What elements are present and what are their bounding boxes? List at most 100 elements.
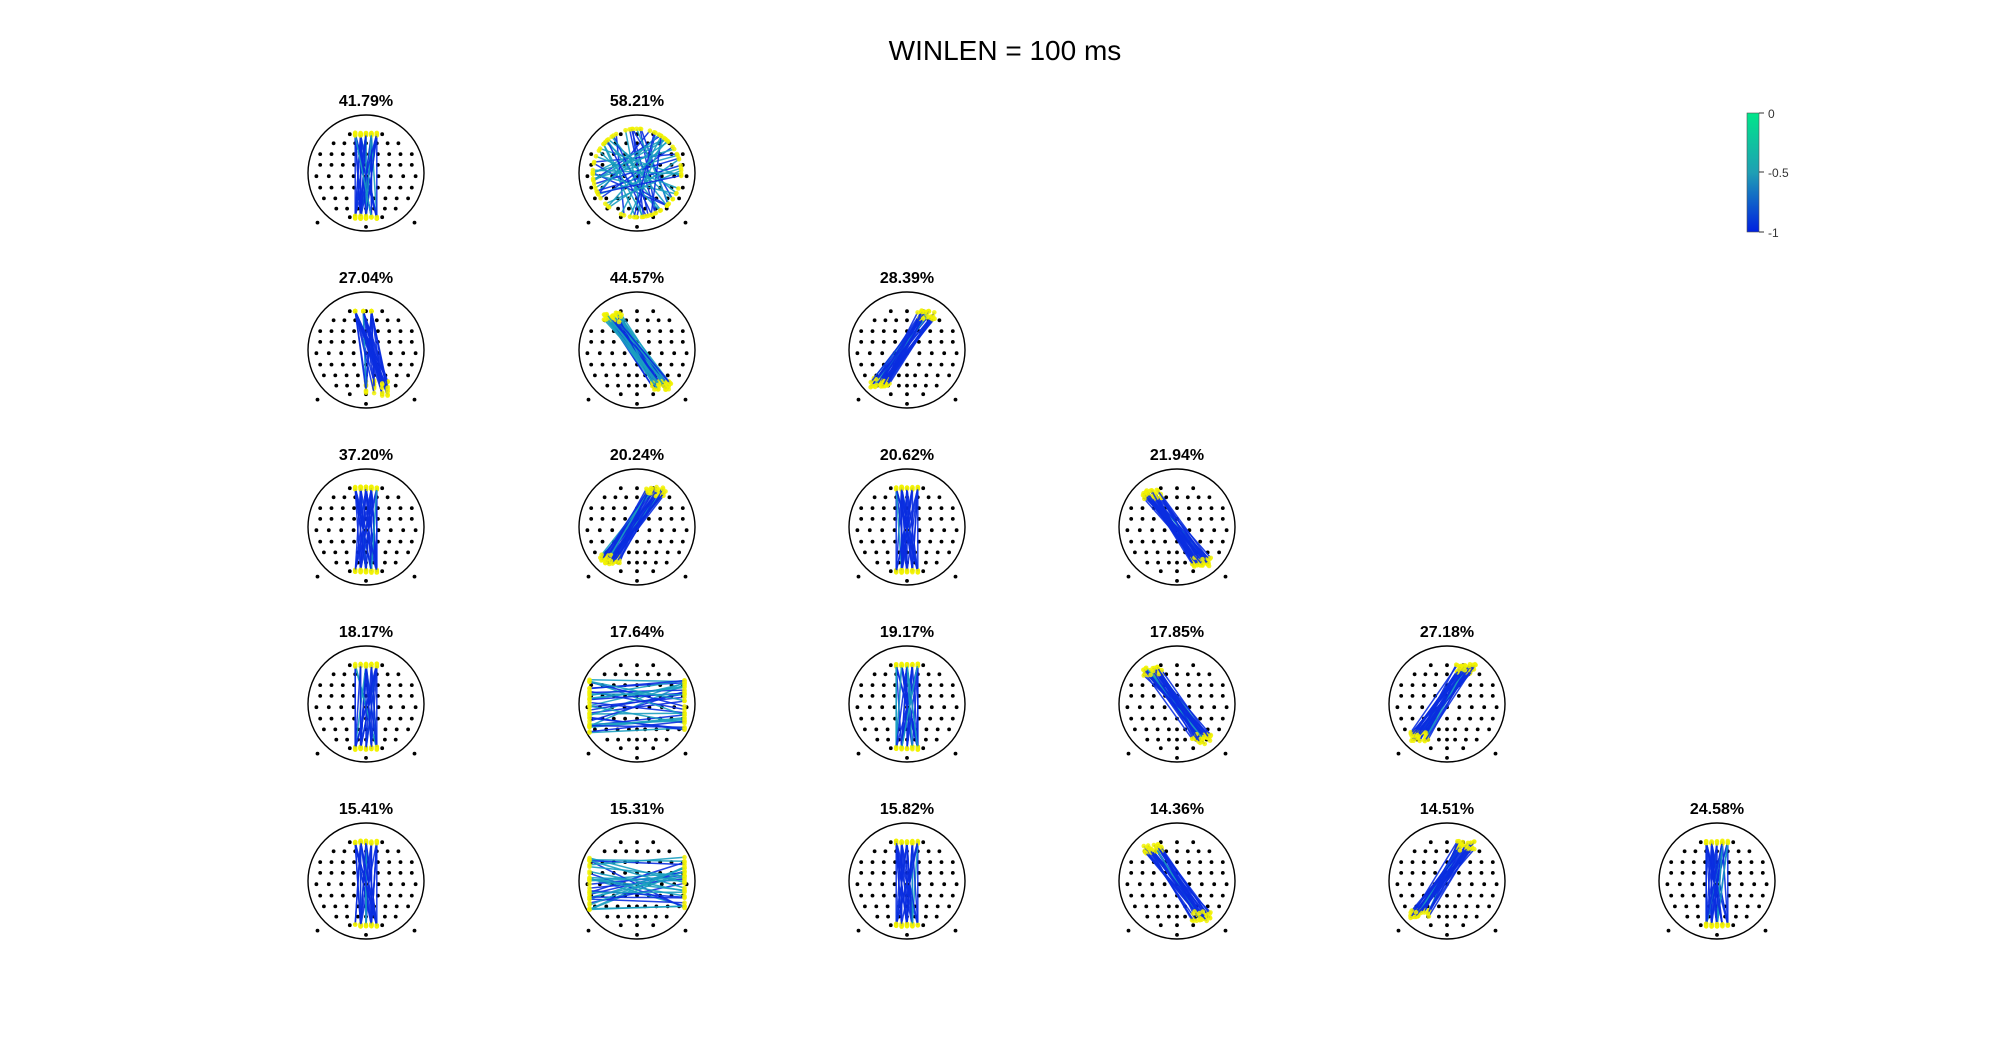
active-node: [648, 212, 654, 218]
active-node: [618, 211, 624, 217]
connectivity-panel: 37.20%: [307, 447, 425, 586]
electrode-dot: [1669, 860, 1674, 864]
electrode-dot: [387, 506, 392, 510]
connection-line: [589, 876, 685, 882]
active-node: [1409, 733, 1414, 738]
electrode-dot: [331, 672, 336, 677]
electrode-dot: [342, 849, 347, 854]
electrode-dot: [897, 383, 901, 388]
electrode-dot: [394, 550, 399, 555]
active-node: [670, 196, 676, 202]
active-node: [645, 490, 651, 496]
panel-title: 41.79%: [339, 93, 393, 110]
panel-title: 15.31%: [610, 801, 664, 818]
electrode-dot: [1407, 882, 1412, 887]
active-node: [657, 382, 662, 387]
panel-title: 24.58%: [1690, 801, 1744, 818]
electrode-dot: [380, 132, 385, 137]
electrode-dot: [875, 737, 880, 742]
head-outline: [307, 822, 425, 940]
active-node: [682, 903, 687, 909]
electrode-dot: [937, 495, 942, 500]
electrode-dot: [1133, 904, 1137, 909]
electrode-dot: [347, 746, 352, 751]
electrode-dot: [935, 727, 940, 732]
electrode-dot: [1684, 904, 1689, 909]
connection-line: [1705, 843, 1713, 926]
electrode-dot: [1487, 904, 1491, 909]
connection-line: [1716, 842, 1729, 927]
connection-line: [589, 679, 685, 697]
colorbar: 0 -0.5 -1: [1746, 107, 1789, 240]
active-node: [1207, 556, 1212, 562]
electrode-dot: [669, 506, 674, 510]
electrode-dot: [352, 506, 356, 510]
active-node: [587, 691, 592, 697]
active-node: [664, 203, 670, 208]
connection-line: [370, 487, 378, 572]
connection-line: [602, 143, 644, 218]
electrode-dot: [1445, 672, 1449, 677]
electrode-dot: [1420, 705, 1425, 710]
electrode-dot: [672, 528, 677, 533]
active-node: [623, 128, 628, 133]
head-outline: [1118, 645, 1236, 763]
active-node: [1155, 664, 1160, 670]
electrode-dot: [1140, 506, 1145, 510]
electrode-dot: [1479, 694, 1484, 698]
electrode-dot: [1209, 893, 1214, 898]
electrode-dot: [859, 716, 864, 721]
electrode-dot: [340, 340, 345, 344]
electrode-dot: [647, 329, 651, 333]
electrode-dot: [683, 751, 688, 756]
active-node: [1415, 732, 1420, 738]
active-node: [1703, 840, 1709, 846]
electrode-dot: [651, 663, 656, 668]
electrode-dot: [1479, 893, 1484, 898]
electrode-dot: [1220, 517, 1225, 521]
connection-line: [900, 841, 908, 924]
active-node: [899, 923, 904, 929]
connection-line: [589, 686, 685, 699]
electrode-dot: [635, 318, 639, 323]
connection-line: [365, 665, 378, 750]
connection-line: [354, 134, 362, 216]
electrode-dot: [387, 163, 392, 167]
electrode-dot: [1175, 672, 1179, 677]
electrode-dot: [1468, 716, 1473, 721]
electrode-dot: [627, 206, 631, 211]
active-node: [682, 707, 687, 712]
active-node: [385, 388, 390, 394]
electrode-dot: [314, 174, 319, 179]
active-node: [653, 493, 659, 499]
electrode-dot: [883, 318, 888, 323]
electrode-dot: [1434, 672, 1439, 677]
electrode-dot: [388, 882, 393, 887]
electrode-dot: [586, 397, 591, 402]
active-node: [1725, 840, 1731, 846]
electrode-dot: [1191, 663, 1196, 668]
active-node: [363, 664, 369, 669]
active-node: [682, 719, 687, 724]
electrode-dot: [329, 163, 334, 167]
electrode-dot: [618, 486, 623, 491]
electrode-dot: [1187, 506, 1191, 510]
connectivity-panel: 20.62%: [848, 447, 966, 586]
electrode-dot: [329, 860, 334, 864]
electrode-dot: [364, 756, 368, 760]
electrode-dot: [1479, 716, 1484, 721]
electrode-dot: [385, 318, 390, 323]
active-node: [1422, 738, 1428, 744]
active-node: [910, 840, 915, 846]
electrode-dot: [401, 882, 406, 887]
electrode-dot: [409, 893, 414, 898]
connection-line: [359, 487, 373, 570]
electrode-dot: [364, 579, 368, 583]
electrode-dot: [376, 329, 380, 333]
electrode-dot: [917, 362, 921, 367]
electrode-dot: [1734, 914, 1738, 919]
electrode-dot: [333, 373, 338, 378]
colorbar-gradient: [1746, 112, 1760, 233]
electrode-dot: [1167, 550, 1171, 555]
connection-line: [354, 488, 373, 572]
